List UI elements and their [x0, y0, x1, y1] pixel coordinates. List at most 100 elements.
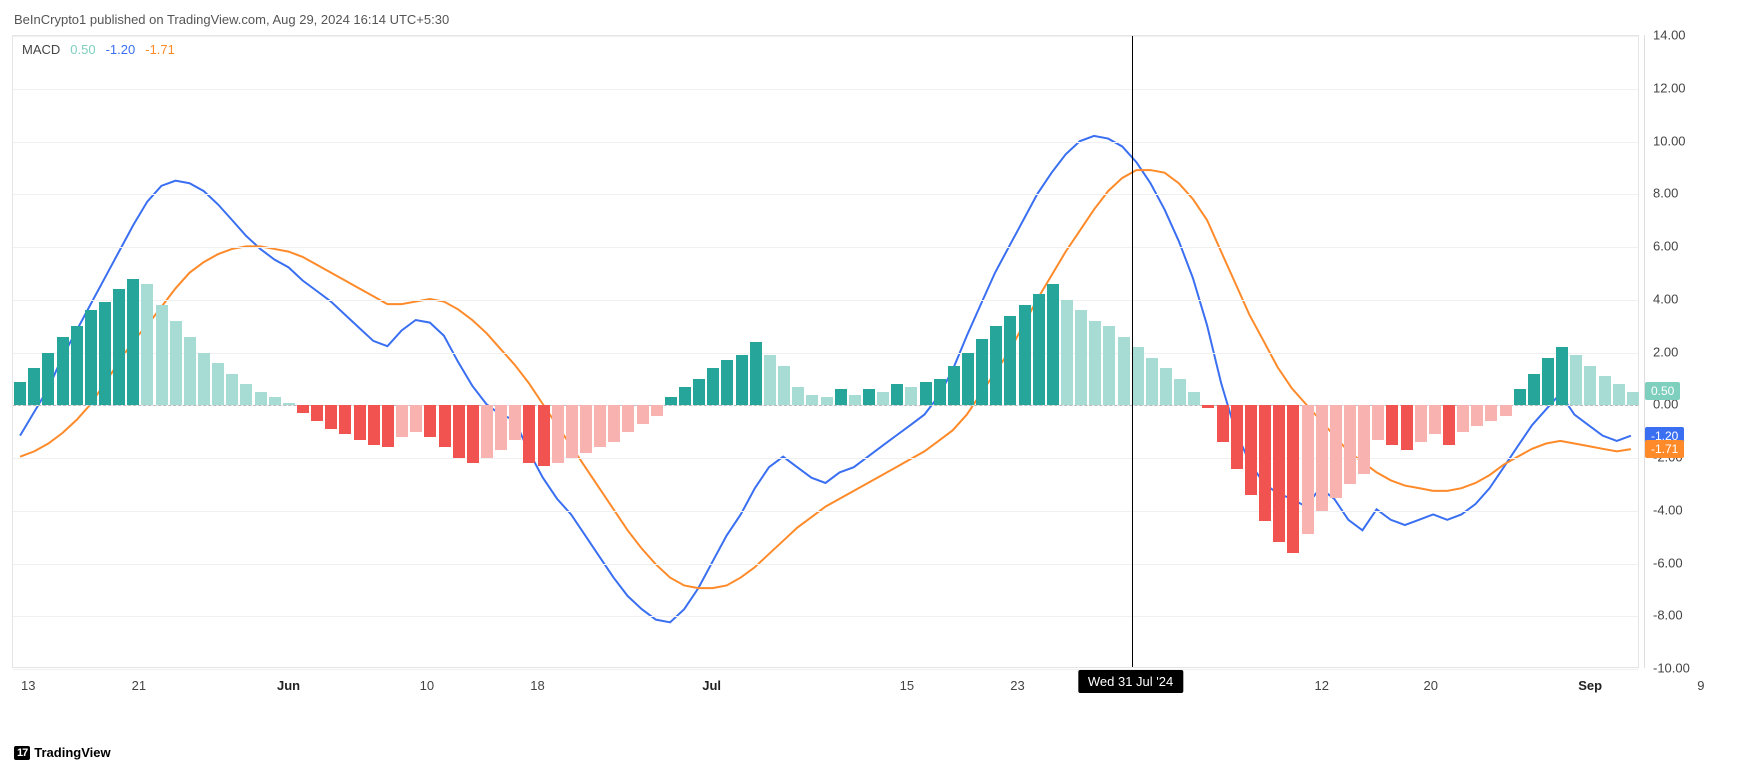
histogram-bar: [920, 382, 932, 406]
histogram-bar: [1033, 294, 1045, 405]
histogram-bar: [1004, 316, 1016, 406]
histogram-bar: [1372, 405, 1384, 439]
y-axis-value-badge: 0.50: [1645, 382, 1680, 400]
histogram-bar: [113, 289, 125, 405]
y-tick-label: -8.00: [1653, 608, 1683, 623]
histogram-bar: [1146, 358, 1158, 405]
histogram-bar: [1316, 405, 1328, 511]
histogram-bar: [1075, 310, 1087, 405]
histogram-bar: [1089, 321, 1101, 405]
histogram-bar: [622, 405, 634, 431]
histogram-bar: [1132, 347, 1144, 405]
publish-info: BeInCrypto1 published on TradingView.com…: [14, 12, 449, 27]
tradingview-logo: 17 TradingView: [14, 745, 111, 760]
histogram-bar: [42, 353, 54, 406]
tv-mark-icon: 17: [14, 746, 30, 760]
histogram-bar: [1217, 405, 1229, 442]
histogram-bar: [439, 405, 451, 447]
histogram-bar: [1570, 355, 1582, 405]
gridline-h: [13, 300, 1638, 301]
histogram-bar: [1287, 405, 1299, 553]
gridline-h: [13, 669, 1638, 670]
histogram-bar: [170, 321, 182, 405]
histogram-bar: [1584, 366, 1596, 406]
histogram-bar: [707, 368, 719, 405]
histogram-bar: [1514, 389, 1526, 405]
histogram-bar: [891, 384, 903, 405]
histogram-bar: [1556, 347, 1568, 405]
histogram-bar: [1302, 405, 1314, 534]
histogram-bar: [736, 355, 748, 405]
histogram-bar: [368, 405, 380, 445]
y-tick-label: -10.00: [1653, 661, 1690, 676]
gridline-h: [13, 247, 1638, 248]
gridline-h: [13, 564, 1638, 565]
histogram-bar: [679, 387, 691, 405]
histogram-bar: [141, 284, 153, 405]
histogram-bar: [283, 403, 295, 406]
x-tick-label: 15: [900, 678, 914, 693]
x-axis: 1321Jun1018Jul15231220Sep9Wed 31 Jul '24: [12, 672, 1639, 702]
histogram-bar: [71, 326, 83, 405]
histogram-bar: [1188, 392, 1200, 405]
histogram-bar: [1457, 405, 1469, 431]
y-tick-label: -4.00: [1653, 502, 1683, 517]
y-tick-label: 8.00: [1653, 186, 1678, 201]
histogram-bar: [948, 366, 960, 406]
histogram-bar: [198, 353, 210, 406]
histogram-bar: [1259, 405, 1271, 521]
macd-chart-pane[interactable]: [12, 35, 1639, 668]
y-tick-label: 10.00: [1653, 133, 1686, 148]
histogram-bar: [509, 405, 521, 439]
histogram-bar: [1103, 326, 1115, 405]
histogram-bar: [863, 389, 875, 405]
histogram-bar: [240, 384, 252, 405]
x-tick-label: Jul: [702, 678, 721, 693]
histogram-bar: [1485, 405, 1497, 421]
histogram-bar: [1273, 405, 1285, 542]
histogram-bar: [637, 405, 649, 423]
histogram-bar: [821, 397, 833, 405]
histogram-bar: [1061, 300, 1073, 406]
x-tick-label: Jun: [277, 678, 300, 693]
gridline-h: [13, 511, 1638, 512]
histogram-bar: [354, 405, 366, 439]
tv-text: TradingView: [34, 745, 110, 760]
histogram-bar: [481, 405, 493, 458]
histogram-bar: [651, 405, 663, 416]
y-axis: 14.0012.0010.008.006.004.002.000.00-2.00…: [1644, 35, 1744, 668]
histogram-bar: [538, 405, 550, 466]
histogram-bar: [1415, 405, 1427, 442]
macd-line: [20, 136, 1631, 622]
histogram-bar: [269, 397, 281, 405]
histogram-bar: [792, 387, 804, 405]
histogram-bar: [962, 353, 974, 406]
signal-line: [20, 170, 1631, 588]
histogram-bar: [1160, 368, 1172, 405]
histogram-bar: [566, 405, 578, 458]
histogram-bar: [552, 405, 564, 463]
histogram-bar: [1443, 405, 1455, 445]
histogram-bar: [339, 405, 351, 434]
histogram-bar: [721, 360, 733, 405]
gridline-h: [13, 89, 1638, 90]
x-tick-label: 23: [1010, 678, 1024, 693]
y-tick-label: -6.00: [1653, 555, 1683, 570]
histogram-bar: [905, 387, 917, 405]
histogram-bar: [85, 310, 97, 405]
histogram-bar: [424, 405, 436, 437]
histogram-bar: [410, 405, 422, 431]
histogram-bar: [1358, 405, 1370, 474]
histogram-bar: [665, 397, 677, 405]
gridline-h: [13, 616, 1638, 617]
x-tick-label: 18: [530, 678, 544, 693]
x-tick-label: 21: [132, 678, 146, 693]
histogram-bar: [1401, 405, 1413, 450]
histogram-bar: [1231, 405, 1243, 468]
histogram-bar: [396, 405, 408, 437]
gridline-h: [13, 194, 1638, 195]
crosshair-date-label: Wed 31 Jul '24: [1078, 670, 1183, 693]
histogram-bar: [184, 337, 196, 406]
histogram-bar: [750, 342, 762, 405]
histogram-bar: [467, 405, 479, 463]
